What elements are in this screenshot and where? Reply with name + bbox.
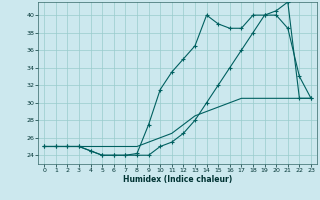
X-axis label: Humidex (Indice chaleur): Humidex (Indice chaleur) <box>123 175 232 184</box>
